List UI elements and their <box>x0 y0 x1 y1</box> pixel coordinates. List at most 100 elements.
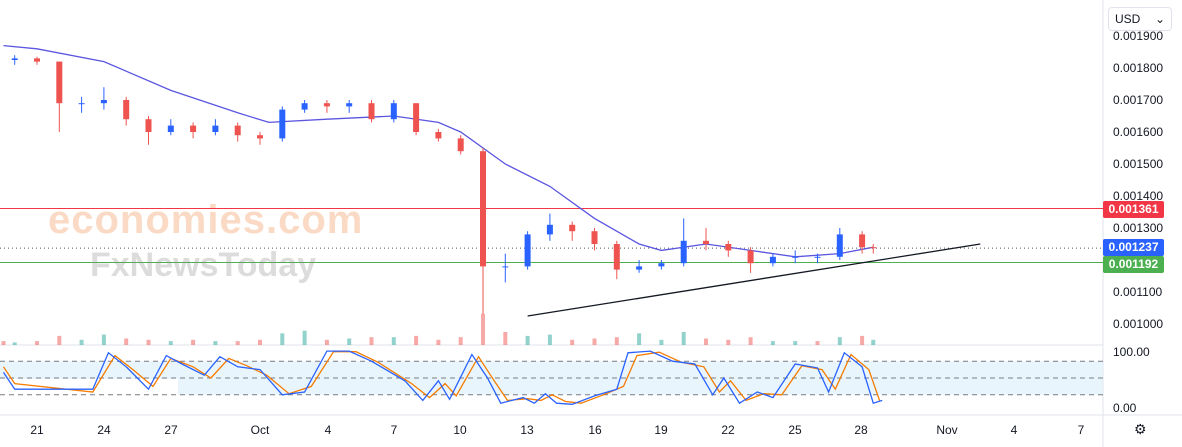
watermark-fxnewstoday: FxNewsToday <box>90 246 317 284</box>
candle-body <box>413 103 420 132</box>
volume-bar <box>726 339 731 345</box>
price-tick-label: 0.001400 <box>1113 189 1163 203</box>
indicator-tick-label: 0.00 <box>1113 401 1137 415</box>
settings-icon[interactable]: ⚙ <box>1134 421 1147 437</box>
volume-bar <box>793 341 798 345</box>
price-tick-label: 0.001600 <box>1113 125 1163 139</box>
candle-body <box>435 132 442 139</box>
candle <box>769 253 776 267</box>
trendline <box>527 243 981 317</box>
volume-bar <box>681 332 686 345</box>
time-tick-label: 21 <box>30 423 44 437</box>
candle-body <box>859 234 866 248</box>
candle <box>368 100 375 123</box>
volume-bar <box>280 333 285 345</box>
volume-bars <box>1 313 876 345</box>
volume-bar <box>302 330 307 345</box>
candle <box>212 119 219 136</box>
candle <box>78 96 85 113</box>
candle-body <box>257 135 263 139</box>
volume-bar <box>258 339 262 345</box>
candle <box>145 116 152 145</box>
time-axis[interactable]: 21 24 27 Oct 4 7 10 13 16 19 22 25 28 Nov 4 7 <box>30 423 1084 437</box>
candle-body <box>234 125 241 136</box>
support-price-tag: 0.001192 <box>1103 256 1164 273</box>
candle-body <box>792 256 799 258</box>
candle <box>636 260 643 273</box>
price-tick-label: 0.001100 <box>1113 285 1162 299</box>
candle <box>413 103 420 136</box>
price-tick-label: 0.001800 <box>1113 61 1163 75</box>
volume-bar <box>592 338 597 345</box>
price-tick-label: 0.001500 <box>1113 157 1163 171</box>
time-tick-label: 28 <box>854 423 868 437</box>
candle-body <box>323 103 330 107</box>
candle-body <box>725 244 732 251</box>
candle <box>591 228 598 251</box>
candle-body <box>390 103 397 120</box>
candle <box>390 100 397 123</box>
candle-body <box>301 103 308 110</box>
candle-body <box>368 103 375 120</box>
candle <box>792 250 799 264</box>
currency-selector[interactable]: USD ⌄ <box>1108 7 1172 31</box>
candle <box>435 128 442 142</box>
price-axis[interactable]: 0.001900 0.001800 0.001700 0.001600 0.001500… <box>1113 29 1163 415</box>
candle <box>546 213 553 241</box>
candle <box>234 122 241 142</box>
time-tick-label: 7 <box>391 423 398 437</box>
candle <box>346 100 353 113</box>
candle <box>11 55 18 65</box>
candle-body <box>769 256 776 264</box>
price-tick-label: 0.001000 <box>1113 317 1163 331</box>
candle-body <box>11 58 18 60</box>
volume-bar <box>235 341 240 345</box>
candle <box>279 106 286 142</box>
candle-body <box>613 244 620 270</box>
volume-bar <box>525 335 530 345</box>
candle-body <box>658 263 665 267</box>
candle-body <box>680 240 687 264</box>
candle <box>613 240 620 280</box>
candle-body <box>703 240 709 244</box>
time-tick-label: 19 <box>654 423 668 437</box>
volume-bar <box>436 339 441 345</box>
time-tick-label: 27 <box>164 423 178 437</box>
price-tick-label: 0.001700 <box>1113 93 1163 107</box>
volume-bar <box>369 337 374 345</box>
time-tick-label: 4 <box>1011 423 1018 437</box>
volume-bar <box>57 335 62 345</box>
candle <box>703 228 709 251</box>
price-tick-label: 0.001900 <box>1113 29 1163 43</box>
volume-bar <box>347 338 352 345</box>
volume-bar <box>213 341 218 345</box>
time-tick-label: 7 <box>1078 423 1085 437</box>
candle-body <box>524 234 531 267</box>
volume-bar <box>101 334 106 345</box>
candle <box>100 87 107 110</box>
volume-bar <box>815 341 820 345</box>
chevron-down-icon: ⌄ <box>1154 12 1165 26</box>
candle-body <box>502 266 509 268</box>
volume-bar <box>146 339 151 345</box>
candle <box>870 244 877 254</box>
candle <box>814 253 821 264</box>
candle-body <box>591 231 598 244</box>
time-tick-label: 10 <box>453 423 467 437</box>
candle-body <box>279 109 286 139</box>
volume-bar <box>414 335 419 345</box>
candle-body <box>836 234 843 257</box>
candle <box>502 253 509 283</box>
candle-body <box>145 119 152 132</box>
volume-bar <box>324 339 329 345</box>
time-tick-label: Oct <box>251 423 270 437</box>
candle <box>123 96 130 126</box>
candle-body <box>78 103 85 105</box>
horizontal-levels <box>0 207 1103 264</box>
volume-bar <box>770 341 775 345</box>
candle <box>301 100 308 113</box>
stochastic-k-line <box>2 350 883 405</box>
watermark-economies: economies.com <box>48 198 364 242</box>
candle <box>680 218 687 267</box>
